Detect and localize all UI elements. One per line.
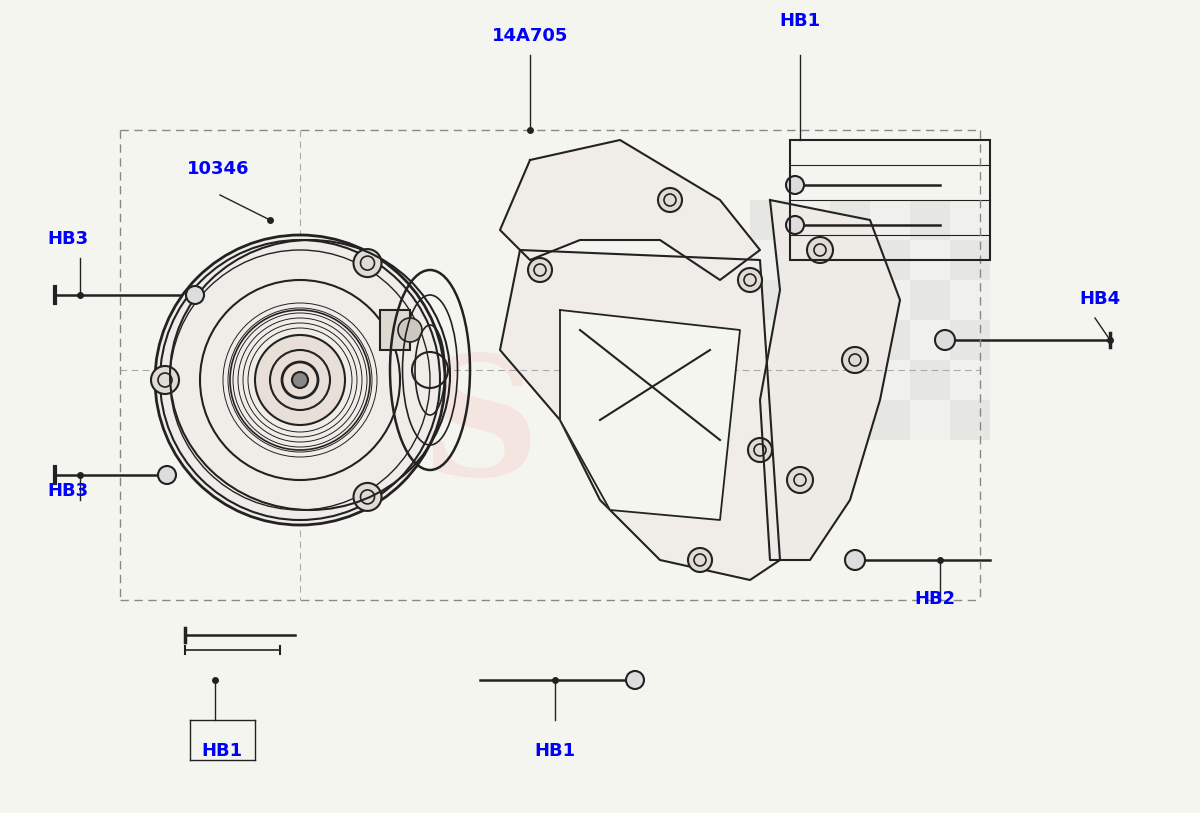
Bar bbox=[950, 280, 990, 320]
Bar bbox=[380, 310, 410, 350]
Bar bbox=[830, 360, 870, 400]
Circle shape bbox=[151, 366, 179, 394]
Circle shape bbox=[786, 176, 804, 194]
Polygon shape bbox=[500, 250, 780, 580]
Bar bbox=[750, 360, 790, 400]
Bar bbox=[950, 400, 990, 440]
Circle shape bbox=[845, 550, 865, 570]
Bar bbox=[830, 200, 870, 240]
Bar bbox=[870, 280, 910, 320]
Circle shape bbox=[786, 216, 804, 234]
Bar bbox=[750, 200, 790, 240]
Bar bbox=[870, 240, 910, 280]
Circle shape bbox=[292, 372, 308, 388]
Circle shape bbox=[528, 258, 552, 282]
Bar bbox=[910, 200, 950, 240]
Bar bbox=[870, 360, 910, 400]
Circle shape bbox=[738, 268, 762, 292]
Bar bbox=[790, 240, 830, 280]
Text: HB4: HB4 bbox=[1080, 290, 1121, 308]
Circle shape bbox=[186, 286, 204, 304]
Circle shape bbox=[842, 347, 868, 373]
Bar bbox=[910, 280, 950, 320]
Circle shape bbox=[354, 483, 382, 511]
Circle shape bbox=[398, 318, 422, 342]
Bar bbox=[910, 320, 950, 360]
Bar bbox=[830, 240, 870, 280]
Bar bbox=[750, 320, 790, 360]
Circle shape bbox=[354, 249, 382, 277]
Bar bbox=[790, 280, 830, 320]
Circle shape bbox=[256, 335, 346, 425]
Bar bbox=[790, 360, 830, 400]
Bar bbox=[950, 200, 990, 240]
Bar bbox=[830, 320, 870, 360]
Text: p: p bbox=[631, 363, 728, 497]
Circle shape bbox=[658, 188, 682, 212]
Bar bbox=[910, 360, 950, 400]
Circle shape bbox=[158, 466, 176, 484]
Text: HB3: HB3 bbox=[48, 482, 89, 500]
Bar bbox=[830, 280, 870, 320]
Text: HB1: HB1 bbox=[202, 742, 242, 760]
Bar bbox=[750, 280, 790, 320]
Text: S: S bbox=[420, 349, 540, 511]
Bar bbox=[790, 320, 830, 360]
Text: 14A705: 14A705 bbox=[492, 27, 568, 45]
Bar bbox=[870, 400, 910, 440]
Text: HB1: HB1 bbox=[534, 742, 576, 760]
Polygon shape bbox=[560, 310, 740, 520]
Polygon shape bbox=[760, 200, 900, 560]
Bar bbox=[910, 400, 950, 440]
Bar bbox=[950, 240, 990, 280]
Bar bbox=[870, 320, 910, 360]
Text: HB1: HB1 bbox=[780, 12, 821, 30]
Bar bbox=[870, 200, 910, 240]
Text: HB3: HB3 bbox=[48, 230, 89, 248]
Bar bbox=[790, 140, 990, 260]
Circle shape bbox=[626, 671, 644, 689]
Circle shape bbox=[808, 237, 833, 263]
Circle shape bbox=[155, 235, 445, 525]
Bar bbox=[790, 400, 830, 440]
Text: HB2: HB2 bbox=[914, 590, 955, 608]
Circle shape bbox=[787, 467, 814, 493]
Bar bbox=[830, 400, 870, 440]
Bar bbox=[750, 400, 790, 440]
Circle shape bbox=[748, 438, 772, 462]
Circle shape bbox=[935, 330, 955, 350]
Bar bbox=[910, 240, 950, 280]
Circle shape bbox=[688, 548, 712, 572]
Bar bbox=[750, 240, 790, 280]
Bar bbox=[950, 320, 990, 360]
Polygon shape bbox=[500, 140, 760, 280]
Text: 10346: 10346 bbox=[187, 160, 250, 178]
Bar bbox=[950, 360, 990, 400]
Bar bbox=[790, 200, 830, 240]
